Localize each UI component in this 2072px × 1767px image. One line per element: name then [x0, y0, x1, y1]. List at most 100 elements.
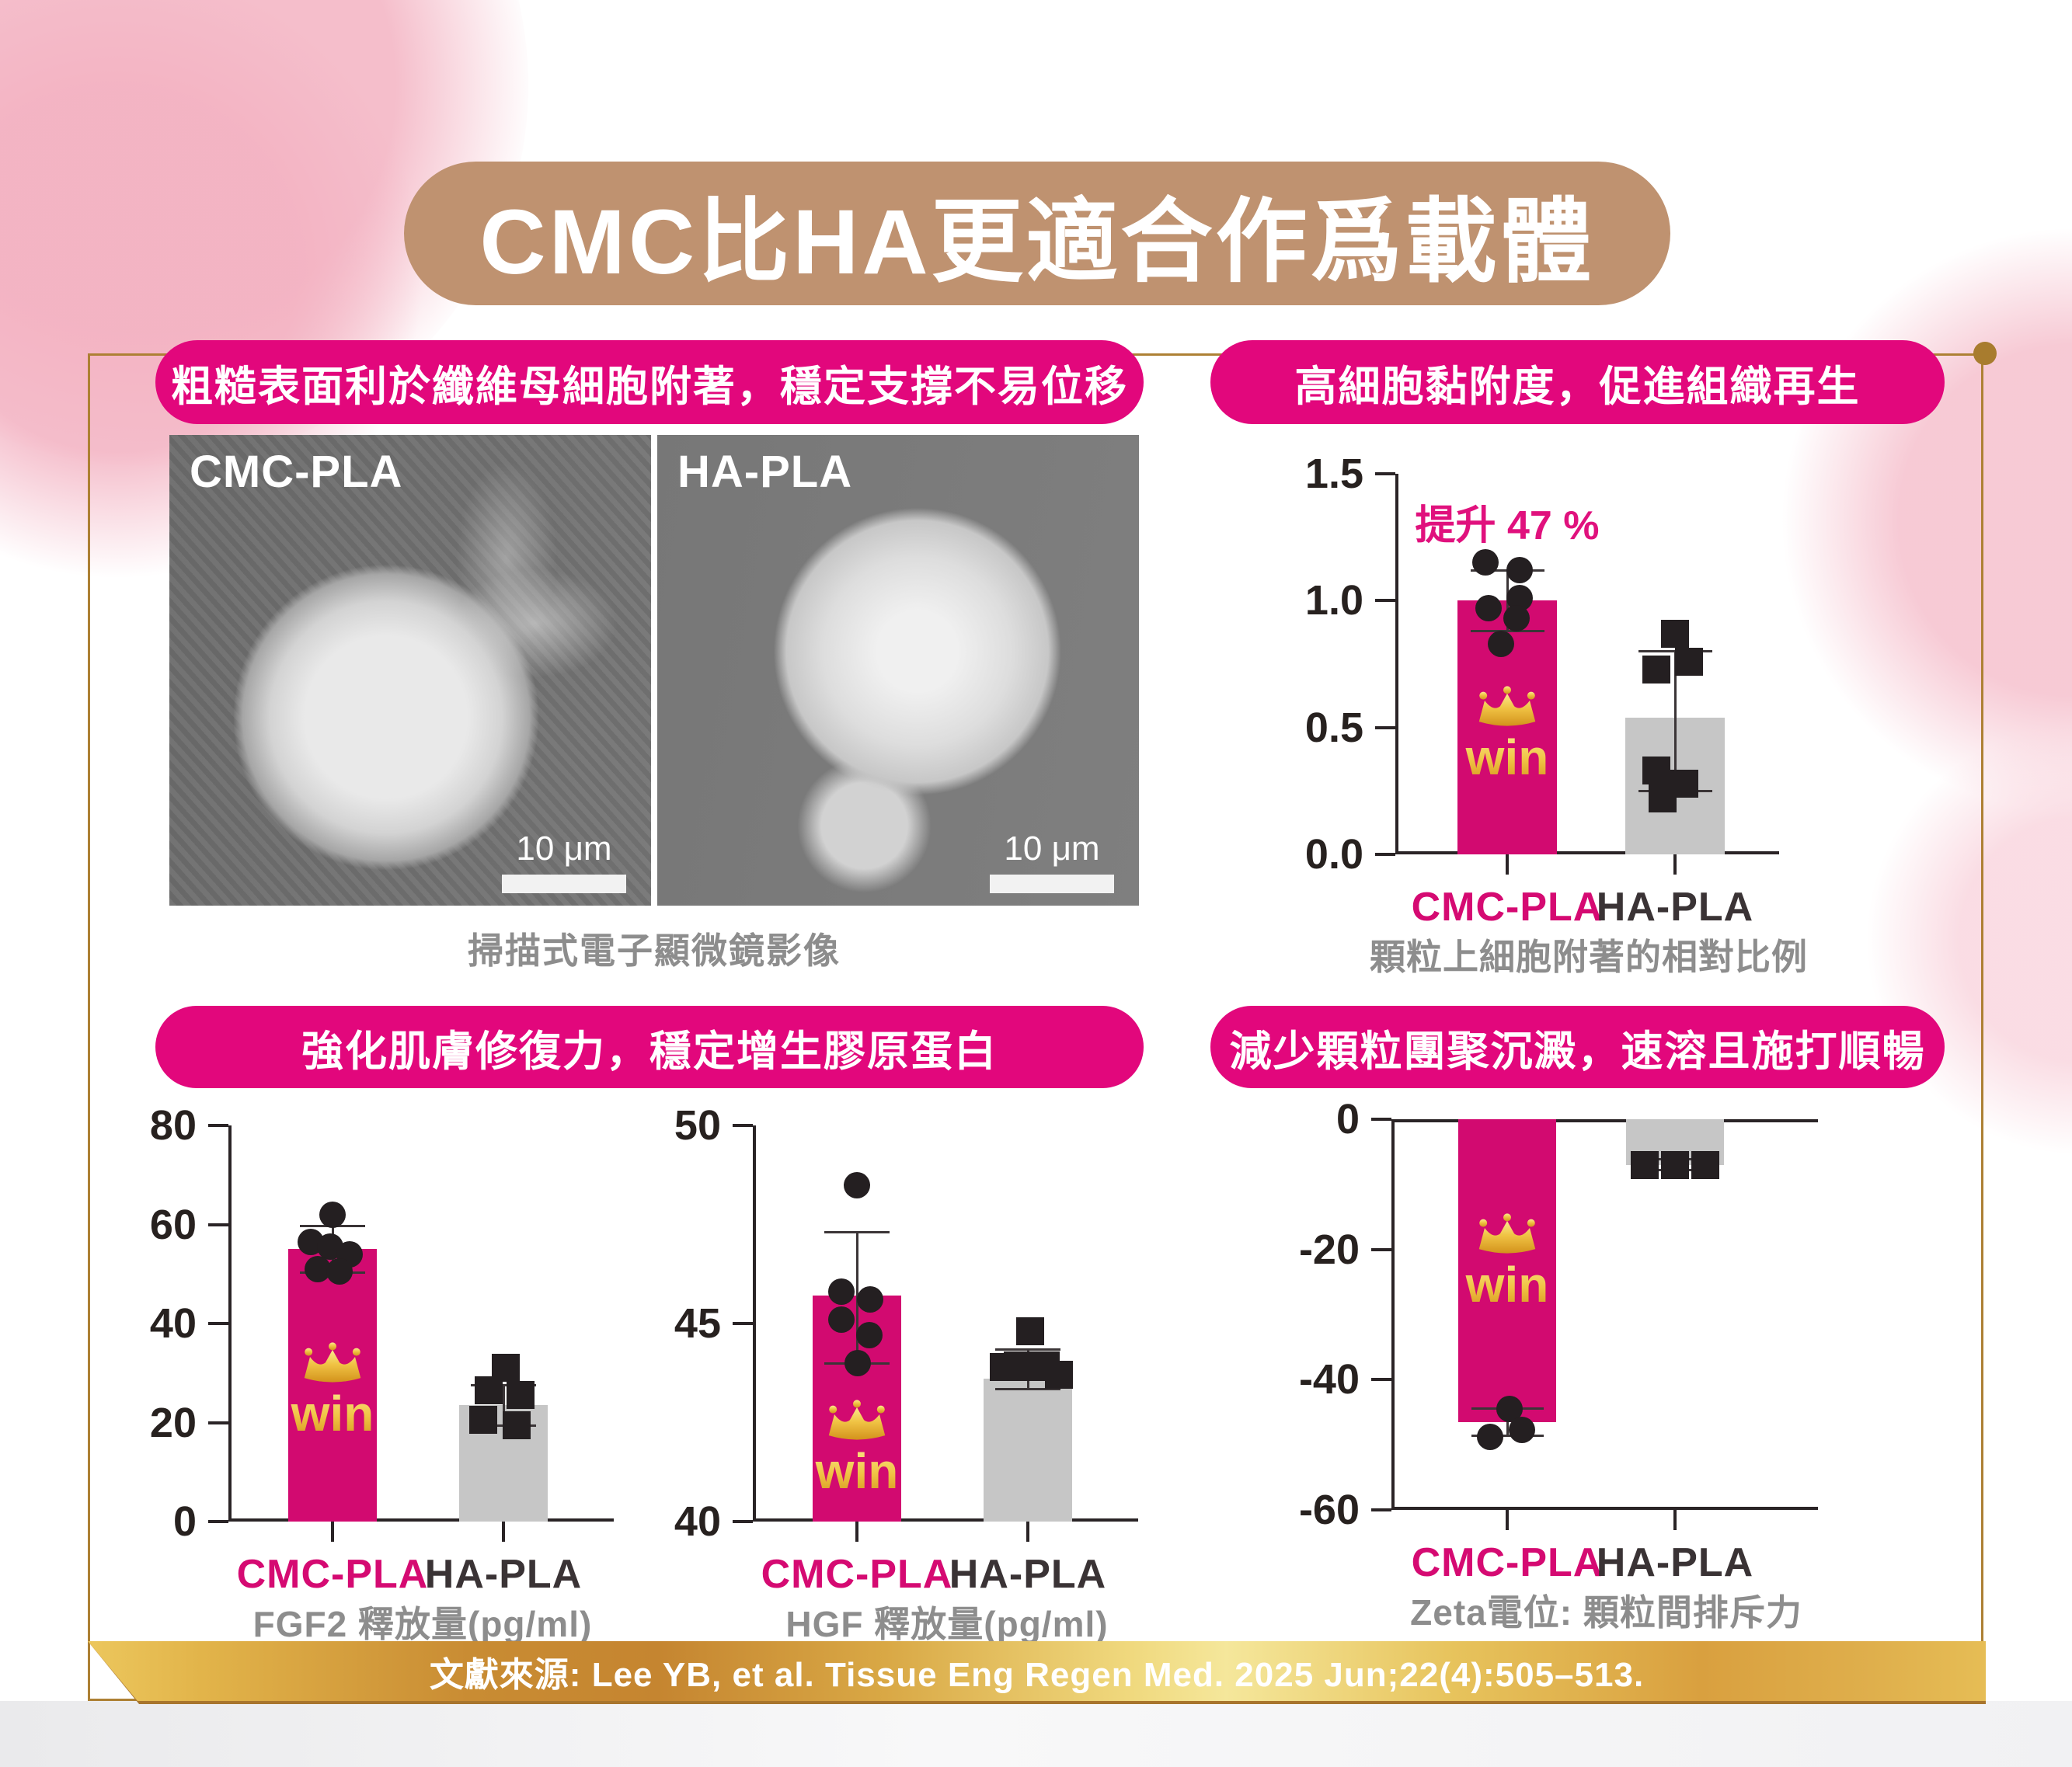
y-tick: [1375, 853, 1395, 856]
category-label: CMC-PLA: [1411, 885, 1604, 930]
bar-cmc-pla: [288, 1249, 377, 1522]
y-tick-label: 0: [172, 1498, 197, 1545]
y-tick-label: 40: [674, 1498, 721, 1545]
category-label: CMC-PLA: [761, 1552, 953, 1597]
error-bar: [502, 1385, 505, 1426]
error-cap: [995, 1348, 1060, 1351]
y-tick: [1375, 725, 1395, 729]
sem-image-ha-pla: HA-PLA 10 μm: [657, 435, 1139, 906]
win-badge: win: [1445, 1212, 1569, 1312]
data-point: [1044, 1361, 1073, 1390]
banner-growth: 強化肌膚修復力，穩定增生膠原蛋白: [155, 1006, 1144, 1088]
chart-caption: FGF2 釋放量(pg/ml): [252, 1604, 593, 1644]
data-point: [1471, 549, 1499, 576]
sem-image-cmc-pla: CMC-PLA 10 μm: [169, 435, 651, 906]
scale-bar: 10 μm: [494, 830, 634, 893]
data-point: [1691, 1150, 1720, 1179]
sem-image-label: CMC-PLA: [190, 447, 403, 497]
category-tick: [502, 1522, 505, 1542]
data-point: [857, 1286, 884, 1313]
category-tick: [1026, 1522, 1029, 1542]
bottom-strip: [0, 1701, 2072, 1767]
category-label: HA-PLA: [1596, 885, 1754, 930]
chart-fgf2: 0 20 40 60 80 CMC-PLA win HA-PLA FGF2 釋放量(pg/ml): [150, 1103, 614, 1644]
page-title: CMC比HA更適合作爲載體: [479, 191, 1595, 294]
chart-hgf: 40 45 50 CMC-PLA win HA-PLA HGF 釋放量(pg/ml): [674, 1103, 1138, 1644]
main-title-banner: CMC比HA更適合作爲載體: [404, 162, 1670, 305]
category-tick: [331, 1522, 334, 1542]
error-cap: [1471, 1434, 1544, 1437]
banner-zeta: 減少顆粒團聚沉澱，速溶且施打順暢: [1210, 1006, 1945, 1088]
y-tick-label: 45: [674, 1300, 721, 1347]
data-point: [1649, 784, 1677, 813]
data-point: [1508, 1416, 1535, 1443]
y-tick: [1371, 1508, 1391, 1511]
data-point: [1674, 647, 1703, 676]
y-tick: [733, 1322, 753, 1325]
y-axis: [1395, 474, 1398, 854]
category-label: HA-PLA: [1596, 1540, 1754, 1585]
y-tick-label: 0: [1335, 1096, 1360, 1143]
data-point: [469, 1406, 498, 1435]
data-point: [828, 1306, 855, 1333]
y-tick-label: -60: [1298, 1487, 1360, 1533]
y-tick-label: 50: [674, 1102, 721, 1149]
chart-caption: Zeta電位: 顆粒間排斥力: [1410, 1592, 1802, 1633]
data-point: [506, 1381, 535, 1410]
data-point: [1630, 1150, 1659, 1179]
crown-icon: [828, 1400, 886, 1440]
win-label: win: [795, 1444, 919, 1498]
error-bar: [1673, 651, 1677, 791]
category-label: HA-PLA: [949, 1552, 1107, 1597]
y-tick-label: 60: [149, 1201, 197, 1248]
data-point: [1642, 757, 1670, 785]
x-axis: [1395, 851, 1779, 854]
win-label: win: [1445, 1257, 1569, 1312]
y-tick-label: 20: [149, 1399, 197, 1446]
y-tick-label: 1.5: [1304, 450, 1363, 497]
category-tick: [1673, 854, 1677, 875]
y-axis: [1391, 1119, 1395, 1510]
banner-adhesion-text: 高細胞黏附度，促進組織再生: [1294, 363, 1861, 410]
data-point: [1661, 1150, 1689, 1179]
bar-ha-pla: [984, 1379, 1072, 1522]
error-cap: [995, 1387, 1060, 1390]
x-axis: [753, 1518, 1138, 1522]
win-badge: win: [795, 1399, 919, 1498]
y-tick: [208, 1322, 228, 1325]
data-point: [1476, 1424, 1503, 1451]
y-tick-label: 80: [149, 1102, 197, 1149]
data-point: [855, 1322, 883, 1349]
y-tick: [733, 1520, 753, 1523]
banner-sem-text: 粗糙表面利於纖維母細胞附著，穩定支撐不易位移: [171, 363, 1128, 410]
data-point: [1487, 630, 1514, 657]
scale-bar-label: 10 μm: [516, 830, 612, 868]
x-axis: [1391, 1507, 1818, 1510]
y-tick-label: 1.0: [1304, 577, 1363, 624]
y-tick: [1375, 472, 1395, 475]
data-point: [503, 1410, 531, 1439]
scale-bar-label: 10 μm: [1004, 830, 1100, 868]
data-point: [1506, 557, 1533, 584]
y-tick: [733, 1124, 753, 1127]
y-tick-label: 0.0: [1304, 831, 1363, 878]
category-tick: [855, 1522, 858, 1542]
footer-band: [88, 1641, 1986, 1701]
scale-bar-line: [990, 875, 1114, 893]
y-tick: [1371, 1378, 1391, 1382]
category-label: CMC-PLA: [236, 1552, 429, 1597]
data-point: [319, 1201, 346, 1228]
y-tick: [1375, 599, 1395, 603]
banner-adhesion: 高細胞黏附度，促進組織再生: [1210, 340, 1945, 424]
win-badge: win: [1445, 685, 1569, 784]
sem-caption: 掃描式電子顯微鏡影像: [468, 930, 841, 971]
chart-zeta: 0 -20 -40 -60 CMC-PLA win HA-PLA Zeta電位: 顆粒間排斥力: [1299, 1097, 1818, 1633]
y-tick: [208, 1124, 228, 1127]
y-tick-label: 40: [149, 1300, 197, 1347]
data-point: [844, 1171, 870, 1198]
footer-citation: 文獻來源: Lee YB, et al. Tissue Eng Regen Me…: [88, 1641, 1986, 1701]
y-tick-label: 0.5: [1304, 704, 1363, 751]
error-cap: [1470, 630, 1544, 633]
bar-cmc-pla: [1458, 1119, 1556, 1422]
